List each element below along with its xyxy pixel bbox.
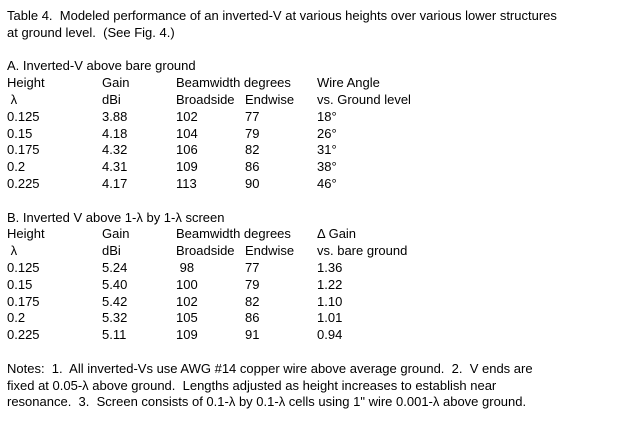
- cell-broadside: 98: [176, 259, 195, 275]
- col-header-beamwidth: Beamwidth degrees: [176, 75, 291, 91]
- cell-broadside: 106: [176, 142, 198, 158]
- cell-height: 0.15: [7, 276, 33, 292]
- cell-wire-angle: 26°: [317, 125, 337, 141]
- cell-height: 0.2: [7, 159, 26, 175]
- cell-wire-angle: 46°: [317, 175, 337, 191]
- notes-line-1: Notes: 1. All inverted-Vs use AWG #14 co…: [7, 360, 533, 376]
- cell-endwise: 79: [245, 125, 260, 141]
- col-header-lambda: λ: [7, 91, 18, 107]
- cell-gain: 5.40: [102, 276, 128, 292]
- cell-broadside: 109: [176, 327, 198, 343]
- col-header-endwise: Endwise: [245, 243, 295, 259]
- cell-broadside: 100: [176, 276, 198, 292]
- col-header-endwise: Endwise: [245, 91, 295, 107]
- caption-line-1: Table 4. Modeled performance of an inver…: [7, 8, 557, 23]
- cell-endwise: 90: [245, 175, 260, 191]
- cell-broadside: 102: [176, 293, 198, 309]
- section-b-header-row-2: λ dBi Broadside Endwise vs. bare ground: [7, 243, 637, 260]
- section-a-header-row-2: λ dBi Broadside Endwise vs. Ground level: [7, 92, 637, 109]
- cell-delta-gain: 1.01: [317, 310, 343, 326]
- cell-broadside: 113: [176, 175, 197, 191]
- cell-height: 0.125: [7, 108, 40, 124]
- col-header-dbi: dBi: [102, 243, 121, 259]
- table-row: 0.175 4.32 106 82 31°: [7, 142, 637, 159]
- cell-wire-angle: 31°: [317, 142, 337, 158]
- section-b: B. Inverted V above 1-λ by 1-λ screen He…: [7, 210, 637, 344]
- cell-gain: 5.42: [102, 293, 128, 309]
- cell-height: 0.175: [7, 142, 40, 158]
- notes: Notes: 1. All inverted-Vs use AWG #14 co…: [7, 361, 637, 411]
- cell-endwise: 86: [245, 310, 260, 326]
- table-row: 0.225 5.11 109 91 0.94: [7, 327, 637, 344]
- cell-gain: 5.11: [102, 327, 127, 343]
- cell-broadside: 105: [176, 310, 198, 326]
- table-row: 0.15 5.40 100 79 1.22: [7, 277, 637, 294]
- table-row: 0.175 5.42 102 82 1.10: [7, 294, 637, 311]
- col-header-delta-gain: Δ Gain: [317, 226, 357, 242]
- col-header-lambda: λ: [7, 243, 18, 259]
- cell-gain: 4.17: [102, 175, 128, 191]
- cell-endwise: 82: [245, 293, 260, 309]
- cell-endwise: 82: [245, 142, 260, 158]
- table-row: 0.125 3.88 102 77 18°: [7, 109, 637, 126]
- table-row: 0.2 4.31 109 86 38°: [7, 159, 637, 176]
- cell-gain: 3.88: [102, 108, 128, 124]
- col-header-wire-angle: Wire Angle: [317, 75, 380, 91]
- cell-delta-gain: 1.10: [317, 293, 343, 309]
- cell-endwise: 79: [245, 276, 260, 292]
- cell-delta-gain: 1.36: [317, 259, 343, 275]
- col-header-broadside: Broadside: [176, 91, 235, 107]
- section-b-heading: B. Inverted V above 1-λ by 1-λ screen: [7, 209, 225, 225]
- cell-gain: 5.32: [102, 310, 128, 326]
- section-a: A. Inverted-V above bare ground Height G…: [7, 58, 637, 192]
- cell-gain: 4.31: [102, 159, 128, 175]
- cell-delta-gain: 1.22: [317, 276, 343, 292]
- col-header-broadside: Broadside: [176, 243, 235, 259]
- cell-height: 0.2: [7, 310, 26, 326]
- cell-height: 0.225: [7, 327, 40, 343]
- cell-gain: 4.32: [102, 142, 128, 158]
- caption-line-2: at ground level. (See Fig. 4.): [7, 24, 175, 40]
- cell-endwise: 91: [245, 327, 260, 343]
- notes-line-2: fixed at 0.05-λ above ground. Lengths ad…: [7, 377, 497, 393]
- col-header-vs-ground-level: vs. Ground level: [317, 91, 411, 107]
- cell-height: 0.125: [7, 259, 40, 275]
- cell-height: 0.175: [7, 293, 40, 309]
- cell-endwise: 77: [245, 108, 260, 124]
- cell-broadside: 102: [176, 108, 198, 124]
- col-header-gain: Gain: [102, 75, 130, 91]
- notes-line-3: resonance. 3. Screen consists of 0.1-λ b…: [7, 394, 527, 410]
- cell-broadside: 109: [176, 159, 198, 175]
- col-header-vs-bare-ground: vs. bare ground: [317, 243, 408, 259]
- col-header-dbi: dBi: [102, 91, 121, 107]
- col-header-gain: Gain: [102, 226, 130, 242]
- cell-wire-angle: 38°: [317, 159, 337, 175]
- cell-delta-gain: 0.94: [317, 327, 343, 343]
- section-a-header-row-1: Height Gain Beamwidth degrees Wire Angle: [7, 75, 637, 92]
- table-caption: Table 4. Modeled performance of an inver…: [7, 8, 637, 42]
- cell-gain: 4.18: [102, 125, 128, 141]
- col-header-height: Height: [7, 226, 45, 242]
- cell-height: 0.15: [7, 125, 33, 141]
- cell-broadside: 104: [176, 125, 198, 141]
- table-row: 0.225 4.17 113 90 46°: [7, 176, 637, 193]
- table-row: 0.15 4.18 104 79 26°: [7, 126, 637, 143]
- col-header-beamwidth: Beamwidth degrees: [176, 226, 291, 242]
- cell-endwise: 77: [245, 259, 260, 275]
- col-header-height: Height: [7, 75, 45, 91]
- table-row: 0.2 5.32 105 86 1.01: [7, 310, 637, 327]
- cell-wire-angle: 18°: [317, 108, 337, 124]
- section-b-header-row-1: Height Gain Beamwidth degrees Δ Gain: [7, 226, 637, 243]
- cell-gain: 5.24: [102, 259, 128, 275]
- table-row: 0.125 5.24 98 77 1.36: [7, 260, 637, 277]
- cell-endwise: 86: [245, 159, 260, 175]
- section-a-heading: A. Inverted-V above bare ground: [7, 58, 196, 74]
- cell-height: 0.225: [7, 175, 40, 191]
